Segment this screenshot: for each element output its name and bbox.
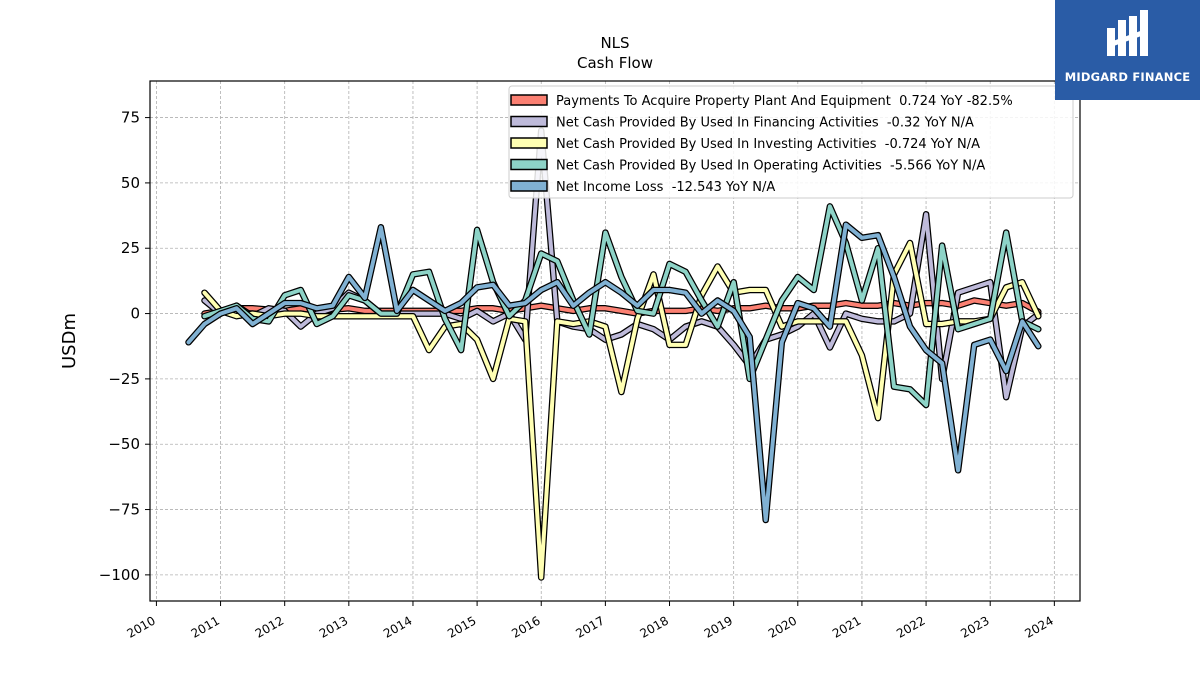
x-tick-label: 2016 xyxy=(509,613,542,640)
chart-subtitle: Cash Flow xyxy=(577,54,653,72)
x-tick-label: 2012 xyxy=(253,613,286,640)
x-tick-label: 2024 xyxy=(1022,613,1055,640)
x-tick-label: 2023 xyxy=(958,613,991,640)
x-tick-label: 2011 xyxy=(189,613,222,640)
series-line-5 xyxy=(185,221,1042,524)
y-tick-label: 25 xyxy=(121,239,140,257)
y-tick-label: 0 xyxy=(130,305,140,323)
y-tick-label: −75 xyxy=(108,501,140,519)
brand-logo: MIDGARD FINANCE xyxy=(1055,0,1200,100)
legend: Payments To Acquire Property Plant And E… xyxy=(508,85,1074,199)
x-tick-label: 2018 xyxy=(638,613,671,640)
legend-entry-label: Net Income Loss -12.543 YoY N/A xyxy=(556,180,775,195)
legend-box xyxy=(508,85,1074,199)
legend-entry-label: Net Cash Provided By Used In Investing A… xyxy=(556,137,980,152)
x-tick-label: 2010 xyxy=(124,613,157,640)
legend-swatch xyxy=(510,137,548,149)
series-stroke xyxy=(186,222,1041,522)
legend-entry-label: Payments To Acquire Property Plant And E… xyxy=(556,94,1013,109)
x-tick-label: 2022 xyxy=(894,613,927,640)
x-tick-label: 2014 xyxy=(381,613,414,640)
legend-swatch xyxy=(510,180,548,192)
series-layer xyxy=(185,127,1042,581)
x-tick-label: 2019 xyxy=(702,613,735,640)
legend-entry-label: Net Cash Provided By Used In Financing A… xyxy=(556,116,974,131)
x-tick-label: 2015 xyxy=(445,613,478,640)
series-line-3 xyxy=(201,239,1042,581)
logo-text: MIDGARD FINANCE xyxy=(1064,70,1191,84)
series-stroke xyxy=(202,204,1041,407)
y-tick-label: −100 xyxy=(99,566,140,584)
chart-title: NLS xyxy=(600,34,629,52)
y-tick-label: 50 xyxy=(121,174,140,192)
x-tick-label: 2013 xyxy=(317,613,350,640)
y-axis-label: USDm xyxy=(59,313,80,369)
y-tick-label: 75 xyxy=(121,109,140,127)
legend-swatch xyxy=(510,158,548,171)
series-line-4 xyxy=(201,203,1042,409)
series-stroke xyxy=(202,241,1041,580)
y-tick-label: −25 xyxy=(108,370,140,388)
y-tick-label: −50 xyxy=(108,435,140,453)
x-tick-label: 2020 xyxy=(766,613,799,640)
x-tick-label: 2021 xyxy=(830,613,863,640)
plot-frame xyxy=(149,80,1081,602)
logo-mark-icon xyxy=(1107,10,1148,56)
legend-swatch xyxy=(510,115,548,128)
legend-swatch xyxy=(510,94,548,106)
legend-entry-label: Net Cash Provided By Used In Operating A… xyxy=(556,159,985,174)
x-tick-label: 2017 xyxy=(573,613,606,640)
